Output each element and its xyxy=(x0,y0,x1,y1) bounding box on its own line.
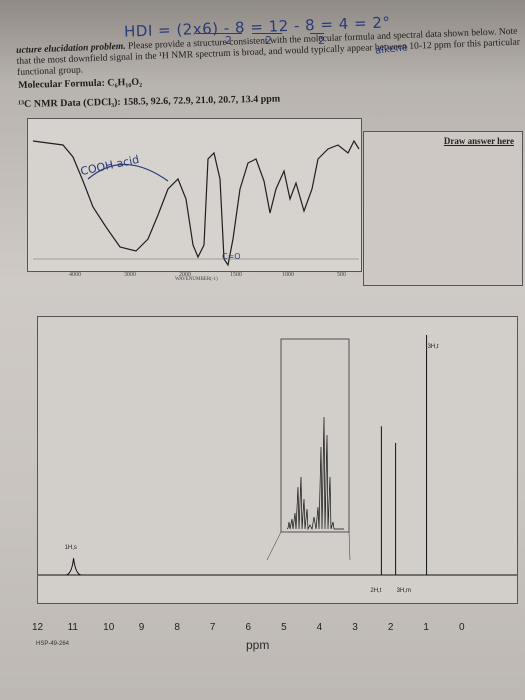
nmr-tick: 7 xyxy=(209,622,216,633)
nmr-tick: 0 xyxy=(459,622,465,633)
nmr-tick: 4 xyxy=(316,622,323,633)
nmr-tick: 9 xyxy=(138,622,145,633)
nmr-x-label: ppm xyxy=(246,638,270,652)
nmr-tick: 3 xyxy=(352,622,358,633)
molecular-formula: Molecular Formula: C₆H₁₀O₂ xyxy=(18,76,143,91)
ir-trace xyxy=(32,139,360,267)
ir-tick: 3000 xyxy=(124,272,136,278)
answer-label: Draw answer here xyxy=(443,136,514,146)
nmr-marks xyxy=(38,335,517,576)
nmr-tick: 10 xyxy=(103,622,115,633)
nmr-tick: 12 xyxy=(32,622,44,633)
ir-spectrum: COOH acid xyxy=(27,118,362,272)
ir-tick: 500 xyxy=(337,272,346,278)
ir-tick: 4000 xyxy=(69,272,81,278)
ir-tick: 1500 xyxy=(230,272,242,278)
hdi-denominator-2: 2 xyxy=(265,34,272,47)
ir-carbonyl-note: C=O xyxy=(222,252,241,261)
hdi-denominator-3: 2 xyxy=(318,34,325,47)
nmr-peak-label: 1H,s xyxy=(64,545,77,552)
nmr-tick: 5 xyxy=(281,622,287,633)
hdi-denominator-1: 2 xyxy=(225,34,232,47)
nmr-peak-label: 2H,t xyxy=(370,588,382,594)
ir-x-label: WAVENUMBER(-1) xyxy=(175,277,218,282)
nmr-plot xyxy=(38,317,517,603)
h1-nmr-spectrum xyxy=(37,316,518,604)
expansion-inset xyxy=(280,338,350,533)
ir-x-axis: 4000 3000 2000 1500 1000 500 xyxy=(27,272,360,284)
nmr-tick: 8 xyxy=(174,622,180,633)
ir-tick: 1000 xyxy=(282,272,294,278)
inset-trace xyxy=(286,416,344,531)
nmr-tick: 1 xyxy=(423,622,429,633)
nmr-tick: 11 xyxy=(67,622,78,633)
nmr-tick: 6 xyxy=(245,622,252,633)
nmr-tick: 2 xyxy=(387,622,394,633)
nmr-peak-label: 3H,t xyxy=(427,344,439,350)
c13-nmr-data: ¹³C NMR Data (CDCl₃): 158.5, 92.6, 72.9,… xyxy=(18,93,281,110)
nmr-peak xyxy=(65,558,82,576)
ir-spectrum-plot xyxy=(28,119,361,271)
ir-tick: 2000 xyxy=(179,272,191,278)
spectrum-code: HSP-49-264 xyxy=(36,641,70,647)
nmr-peak-label: 3H,m xyxy=(396,588,411,594)
answer-box[interactable]: Draw answer here xyxy=(363,131,523,286)
